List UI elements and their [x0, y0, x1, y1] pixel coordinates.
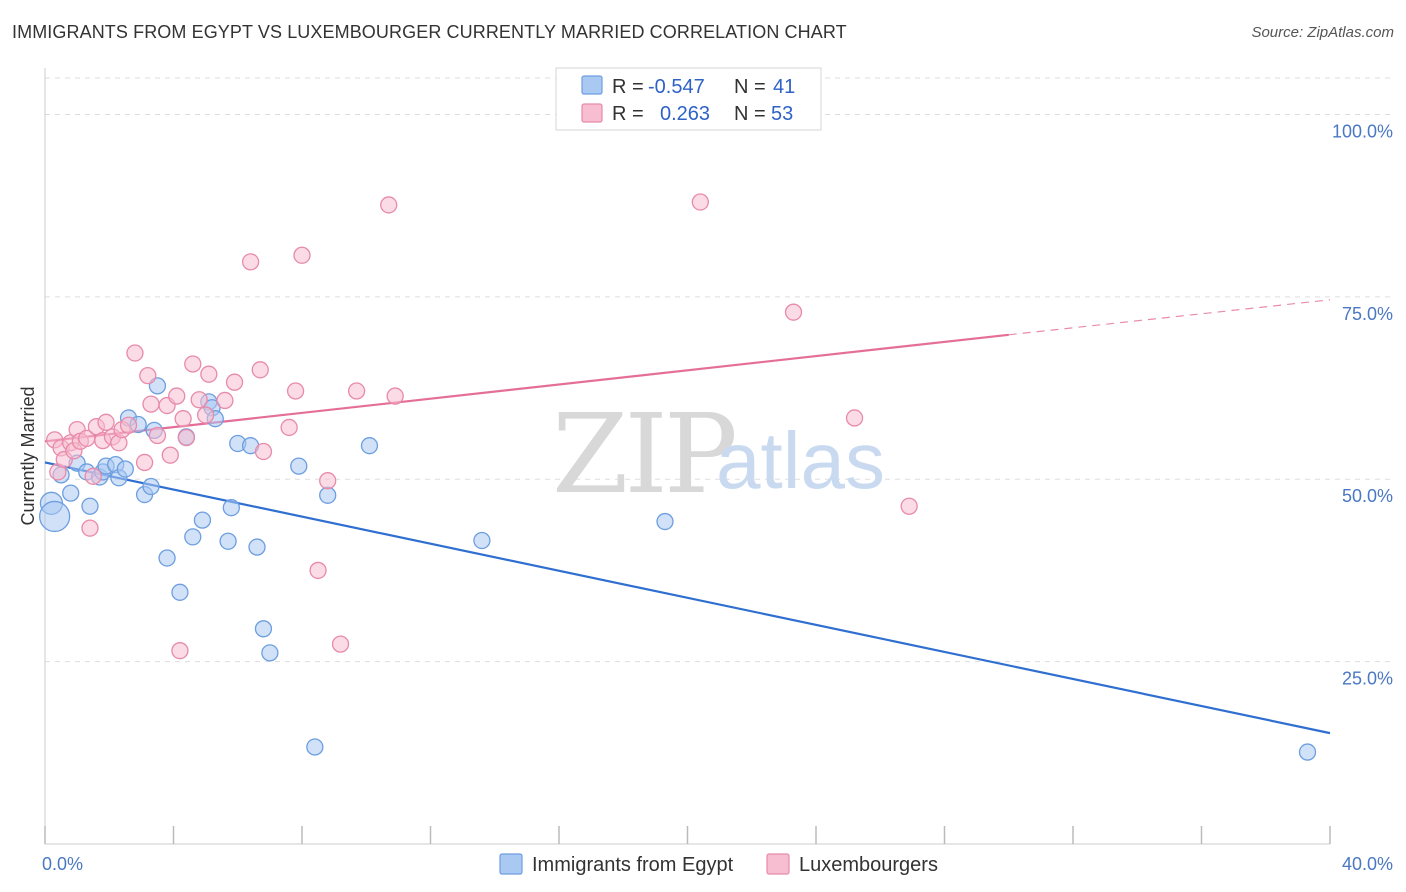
pink-point	[254, 442, 273, 461]
blue-point	[261, 644, 279, 662]
pink-point	[148, 426, 167, 445]
bottom-legend-label-luxembourgers: Luxembourgers	[799, 854, 938, 876]
watermark: ZIP atlas	[552, 390, 885, 518]
pink-point	[142, 395, 160, 413]
blue-point	[62, 484, 80, 502]
blue-point	[360, 437, 379, 455]
blue-point	[184, 528, 202, 546]
pink-point	[286, 382, 305, 400]
pink-point	[184, 355, 202, 373]
blue-trend-line	[44, 461, 1331, 735]
y-tick-label: 25.0%	[1342, 669, 1393, 689]
pink-point	[309, 561, 327, 580]
pink-point	[331, 635, 350, 653]
pink-point	[84, 467, 102, 485]
blue-point	[306, 738, 324, 756]
pink-point	[251, 361, 269, 379]
watermark-zip: ZIP	[552, 390, 735, 518]
legend-n-label-2: N =	[734, 103, 766, 125]
pink-point	[347, 382, 366, 400]
y-axis-label: Currently Married	[18, 386, 38, 525]
blue-point	[158, 549, 176, 567]
legend-swatch-blue	[581, 75, 603, 95]
bottom-legend-swatch-pink	[766, 853, 790, 875]
blue-point	[473, 531, 491, 550]
pink-point	[119, 416, 138, 434]
pink-trend-dashed	[1008, 299, 1331, 336]
pink-point	[225, 373, 244, 391]
legend-r-label-1: R =	[612, 76, 644, 98]
pink-point	[319, 472, 337, 490]
pink-point	[216, 391, 234, 410]
bottom-legend-swatch-blue	[499, 853, 523, 875]
blue-point	[171, 583, 189, 601]
chart-source: Source: ZipAtlas.com	[1251, 24, 1394, 41]
pink-point	[190, 391, 208, 409]
pink-point	[126, 344, 144, 362]
points-layer	[38, 193, 1317, 761]
pink-point	[380, 196, 398, 214]
y-tick-label: 50.0%	[1342, 486, 1393, 506]
legend-n-value-2: 53	[771, 103, 793, 125]
blue-point	[193, 511, 212, 529]
blue-point	[319, 486, 337, 504]
axis-layer: 25.0% 50.0% 75.0% 100.0% 0.0% 40.0%	[42, 68, 1393, 874]
watermark-atlas: atlas	[716, 416, 885, 505]
legend-r-label-2: R =	[612, 103, 644, 125]
pink-point	[784, 303, 803, 321]
grid-layer	[45, 77, 1392, 663]
pink-point	[691, 193, 709, 211]
pink-point	[845, 409, 864, 427]
blue-point	[1298, 743, 1317, 761]
pink-point	[177, 429, 196, 447]
pink-point	[81, 519, 99, 537]
blue-point	[116, 460, 134, 478]
blue-point	[222, 499, 240, 517]
y-tick-label: 100.0%	[1332, 121, 1393, 141]
x-tick-label: 0.0%	[42, 854, 83, 874]
pink-point	[241, 253, 260, 271]
pink-point	[168, 387, 186, 405]
legend-r-value-2: 0.263	[660, 103, 710, 125]
pink-point	[174, 410, 192, 428]
blue-point	[254, 620, 273, 638]
bottom-legend: Immigrants from Egypt Luxembourgers	[499, 853, 938, 876]
blue-point	[81, 497, 99, 515]
pink-point	[196, 406, 215, 424]
pink-point	[97, 413, 115, 431]
bottom-legend-label-egypt: Immigrants from Egypt	[532, 854, 734, 876]
blue-point	[219, 532, 237, 550]
blue-point	[38, 500, 71, 533]
y-tick-label: 75.0%	[1342, 304, 1393, 324]
pink-point	[171, 642, 189, 660]
blue-point	[142, 477, 160, 496]
legend-swatch-pink	[581, 103, 603, 123]
pink-point	[900, 497, 918, 515]
pink-point	[386, 387, 404, 405]
chart-title: IMMIGRANTS FROM EGYPT VS LUXEMBOURGER CU…	[12, 22, 847, 42]
blue-point	[248, 538, 266, 556]
legend-n-label-1: N =	[734, 76, 766, 98]
x-tick-label: 40.0%	[1342, 854, 1393, 874]
pink-point	[280, 418, 298, 437]
pink-point	[161, 446, 179, 464]
top-legend: R = -0.547 N = 41 R = 0.263 N = 53	[555, 67, 822, 131]
legend-r-value-1: -0.547	[648, 76, 705, 98]
legend-n-value-1: 41	[773, 76, 795, 98]
blue-point	[290, 457, 308, 475]
pink-point	[200, 365, 218, 383]
pink-point	[139, 366, 157, 385]
blue-point	[656, 512, 674, 531]
pink-point	[135, 453, 154, 472]
pink-point	[293, 246, 311, 264]
